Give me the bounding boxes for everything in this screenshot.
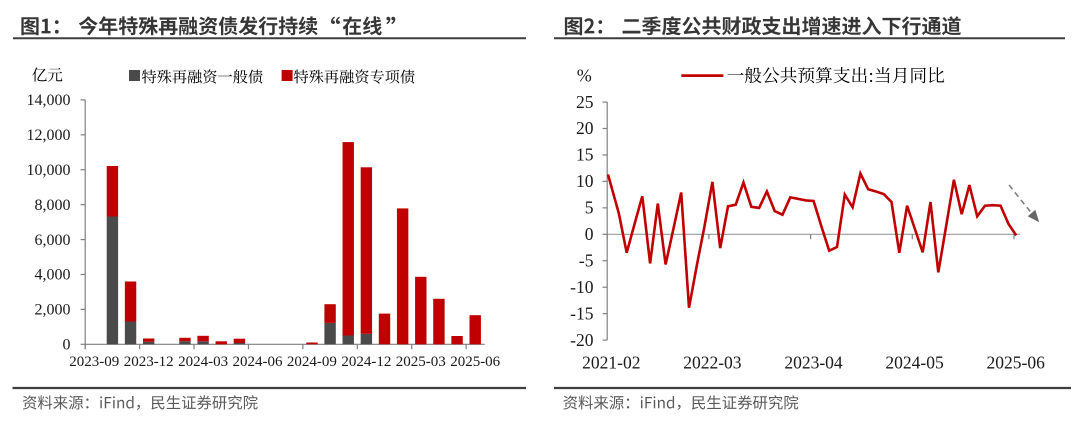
svg-text:%: % xyxy=(577,65,592,85)
svg-text:-20: -20 xyxy=(570,330,594,350)
svg-text:2024-06: 2024-06 xyxy=(233,354,283,370)
svg-text:2021-02: 2021-02 xyxy=(582,353,640,373)
svg-text:10: 10 xyxy=(576,171,594,191)
svg-text:6,000: 6,000 xyxy=(35,232,71,249)
svg-text:8,000: 8,000 xyxy=(35,197,71,214)
svg-text:2023-12: 2023-12 xyxy=(124,354,174,370)
svg-text:12,000: 12,000 xyxy=(27,127,71,144)
svg-text:2024-09: 2024-09 xyxy=(287,354,337,370)
svg-text:10,000: 10,000 xyxy=(27,162,71,179)
svg-text:2025-06: 2025-06 xyxy=(450,354,500,370)
svg-text:-15: -15 xyxy=(570,303,594,323)
svg-text:-5: -5 xyxy=(579,250,594,270)
svg-text:25: 25 xyxy=(576,92,594,112)
svg-text:0: 0 xyxy=(585,224,594,244)
svg-text:2023-09: 2023-09 xyxy=(69,354,119,370)
svg-text:2025-06: 2025-06 xyxy=(987,353,1046,373)
svg-text:2022-03: 2022-03 xyxy=(683,353,742,373)
svg-text:2,000: 2,000 xyxy=(35,302,71,319)
svg-text:2023-04: 2023-04 xyxy=(784,353,843,373)
svg-text:14,000: 14,000 xyxy=(27,92,71,109)
svg-text:4,000: 4,000 xyxy=(35,267,71,284)
svg-text:0: 0 xyxy=(63,337,71,354)
svg-text:20: 20 xyxy=(576,118,594,138)
svg-text:2024-12: 2024-12 xyxy=(341,354,391,370)
svg-text:-10: -10 xyxy=(570,277,594,297)
svg-text:2024-03: 2024-03 xyxy=(178,354,228,370)
svg-text:2025-03: 2025-03 xyxy=(396,354,446,370)
svg-text:5: 5 xyxy=(585,198,594,218)
svg-text:15: 15 xyxy=(576,145,594,165)
svg-text:2024-05: 2024-05 xyxy=(885,353,944,373)
